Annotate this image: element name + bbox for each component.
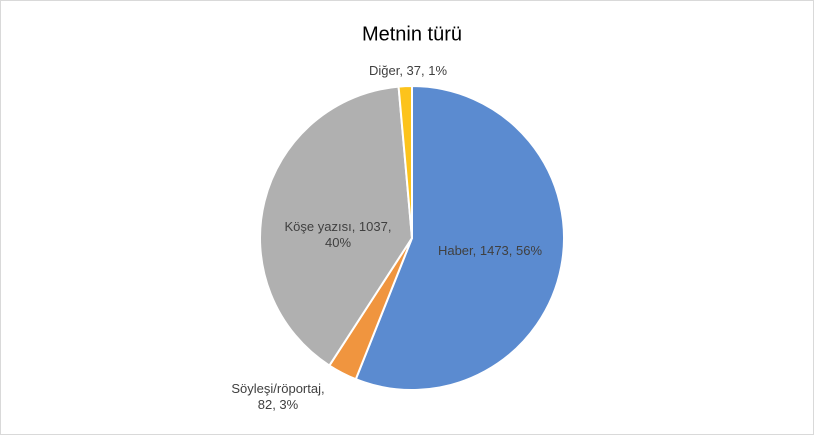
data-label: Diğer, 37, 1% <box>369 63 447 78</box>
data-label: Köşe yazısı, 1037, 40% <box>285 219 392 250</box>
chart-title: Metnin türü <box>362 23 462 45</box>
pie-slice <box>354 84 565 391</box>
data-label-line: 82, 3% <box>258 397 299 412</box>
data-label-line: Diğer, 37, 1% <box>369 63 447 78</box>
data-label-line: Köşe yazısı, 1037, <box>285 219 392 234</box>
data-label: Söyleşi/röportaj, 82, 3% <box>231 381 324 412</box>
data-label-line: 40% <box>325 235 351 250</box>
pie-slice <box>259 85 414 367</box>
data-label: Haber, 1473, 56% <box>438 243 543 258</box>
data-label-line: Haber, 1473, 56% <box>438 243 543 258</box>
pie-slice <box>397 84 413 239</box>
data-label-line: Söyleşi/röportaj, <box>231 381 324 396</box>
